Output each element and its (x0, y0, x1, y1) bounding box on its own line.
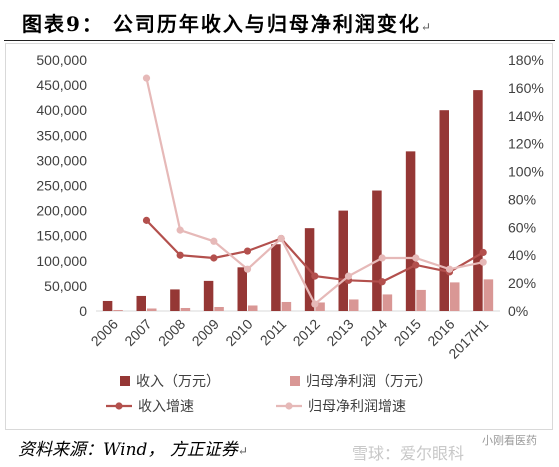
bar-revenue (237, 267, 247, 311)
paragraph-mark: ↵ (237, 444, 248, 458)
line-net-profit-growth (145, 77, 484, 306)
bar-net-profit (147, 308, 157, 311)
bar-net-profit (248, 305, 258, 311)
left-axis-tick-label: 250,000 (36, 178, 87, 194)
legend-label-revenue: 收入（万元） (136, 374, 220, 390)
x-axis-tick-label: 2013 (323, 316, 356, 349)
source-text: 资料来源：Wind， 方正证券 (18, 440, 238, 460)
right-axis-tick-label: 160% (508, 80, 544, 96)
point-net-profit-growth (210, 237, 218, 245)
source-note: 资料来源：Wind， 方正证券↵ (18, 435, 248, 460)
paragraph-mark: ↵ (420, 20, 431, 34)
point-revenue-growth (243, 247, 252, 255)
right-axis-tick-label: 0% (508, 303, 528, 319)
bar-revenue (102, 300, 113, 311)
bar-net-profit (315, 302, 325, 311)
point-net-profit-growth (277, 234, 285, 243)
right-axis-tick-label: 100% (508, 164, 544, 180)
point-net-profit-growth (142, 74, 151, 82)
bar-net-profit (382, 294, 393, 311)
legend-swatch-net-profit (290, 376, 300, 386)
point-revenue-growth (210, 254, 218, 262)
x-axis-tick-label: 2015 (391, 316, 424, 349)
bar-revenue (170, 289, 180, 311)
bar-revenue (473, 90, 483, 312)
x-axis-tick-label: 2006 (88, 316, 121, 349)
right-axis-tick-label: 180% (508, 52, 544, 68)
point-revenue-growth (378, 278, 386, 286)
bar-revenue (439, 110, 449, 311)
left-axis-tick-label: 100,000 (36, 253, 87, 269)
point-net-profit-growth (344, 272, 353, 280)
right-axis-tick-label: 120% (508, 136, 544, 152)
point-net-profit-growth (445, 265, 454, 273)
point-revenue-growth (479, 248, 487, 257)
left-axis-tick-label: 0 (79, 303, 87, 319)
right-axis-tick-label: 20% (508, 275, 536, 291)
right-axis-tick-label: 140% (508, 108, 544, 124)
legend-label-revenue-growth: 收入增速 (138, 399, 194, 415)
left-axis-tick-label: 300,000 (36, 152, 87, 168)
legend-marker-revenue-growth (115, 402, 123, 410)
legend-marker-net-profit-growth (285, 402, 293, 410)
legend-label-net-profit: 归母净利润（万元） (306, 373, 432, 390)
point-net-profit-growth (479, 258, 487, 266)
left-axis-tick-label: 500,000 (36, 52, 87, 68)
bar-revenue (203, 280, 214, 311)
bar-net-profit (180, 307, 191, 311)
x-axis-tick-label: 2011 (257, 316, 290, 349)
bar-revenue (271, 244, 281, 311)
point-revenue-growth (142, 216, 151, 224)
legend-label-net-profit-growth: 归母净利润增速 (308, 398, 406, 415)
point-revenue-growth (311, 272, 319, 280)
bar-revenue (338, 210, 348, 311)
x-axis-tick-label: 2007 (121, 316, 154, 349)
left-axis-tick-label: 400,000 (36, 102, 87, 118)
point-net-profit-growth (378, 254, 386, 262)
watermark-author: 小刚看医药 (482, 434, 537, 447)
left-axis-tick-label: 200,000 (36, 203, 87, 219)
point-net-profit-growth (412, 254, 420, 262)
x-axis-tick-label: 2009 (189, 316, 222, 349)
point-net-profit-growth (311, 300, 319, 308)
point-revenue-growth (412, 261, 420, 269)
line-revenue-growth (145, 219, 484, 283)
bar-revenue (136, 295, 146, 311)
bar-net-profit (416, 289, 426, 311)
point-net-profit-growth (243, 265, 252, 273)
bar-net-profit (450, 282, 460, 311)
bar-net-profit (113, 309, 123, 311)
left-axis-tick-label: 50,000 (44, 278, 87, 294)
x-axis-tick-label: 2008 (155, 316, 188, 349)
point-net-profit-growth (176, 226, 184, 234)
page-title: 图表9： 公司历年收入与归母净利润变化↵ (22, 8, 431, 37)
chart-frame (5, 43, 553, 430)
bar-net-profit (483, 279, 494, 311)
x-axis-tick-label: 2012 (290, 316, 323, 349)
legend-swatch-revenue (120, 376, 130, 386)
right-axis-tick-label: 80% (508, 191, 536, 207)
watermark-logo: 雪球：爱尔眼科 (352, 444, 465, 463)
bar-net-profit (281, 301, 292, 311)
right-axis-tick-label: 60% (508, 219, 536, 235)
x-axis-tick-label: 2014 (357, 316, 390, 349)
bar-revenue (372, 190, 382, 311)
bar-revenue (405, 151, 416, 311)
x-axis-tick-label: 2010 (222, 316, 255, 349)
point-revenue-growth (176, 251, 184, 259)
title-text: 图表9： 公司历年收入与归母净利润变化 (22, 12, 421, 36)
bar-net-profit (349, 299, 359, 311)
title-divider (4, 40, 555, 41)
left-axis-tick-label: 450,000 (36, 77, 87, 93)
right-axis-tick-label: 40% (508, 247, 536, 263)
left-axis-tick-label: 150,000 (36, 228, 87, 244)
bar-net-profit (214, 306, 224, 311)
left-axis-tick-label: 350,000 (36, 127, 87, 143)
